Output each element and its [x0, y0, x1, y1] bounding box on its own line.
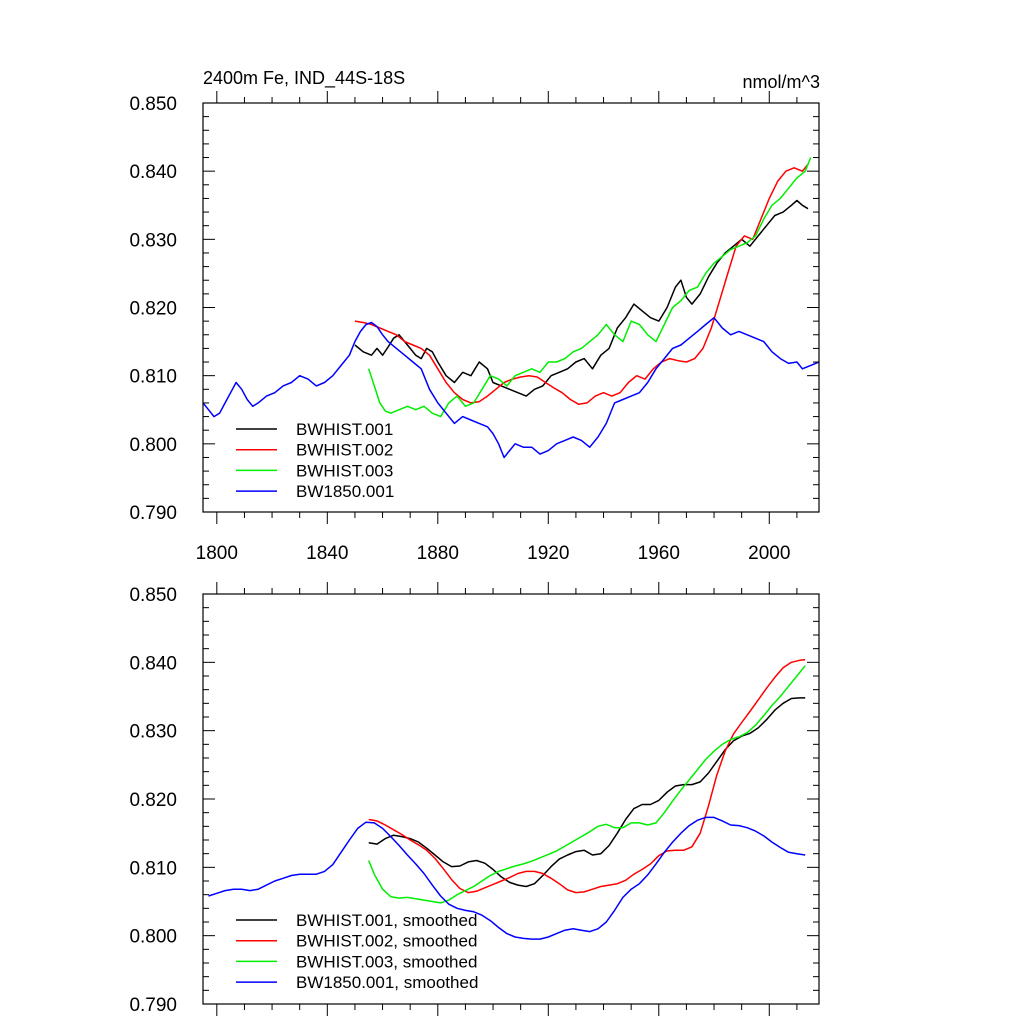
- legend-label-bw1850-001-smoothed: BW1850.001, smoothed: [296, 973, 478, 992]
- legend-label-bwhist-001: BWHIST.001: [296, 420, 393, 439]
- y-tick-label: 0.850: [129, 94, 177, 115]
- x-tick-label: 1920: [527, 543, 569, 564]
- x-tick-label: 1960: [638, 543, 680, 564]
- legend-label-bwhist-002-smoothed: BWHIST.002, smoothed: [296, 932, 477, 951]
- panel-raw-chart: 2400m Fe, IND_44S-18S nmol/m^3 BWHIST.00…: [129, 68, 820, 564]
- series-line-bwhist-001-smoothed: [368, 697, 806, 888]
- series-line-bwhist-002: [354, 163, 809, 406]
- x-tick-label: 1840: [306, 543, 348, 564]
- series-line-bw1850-001-smoothed: [208, 816, 806, 940]
- series-line-bwhist-001: [354, 199, 809, 397]
- y-tick-label: 0.850: [129, 585, 177, 606]
- series-line-bwhist-003: [367, 157, 812, 418]
- series-line-bwhist-003-smoothed: [368, 665, 806, 904]
- y-tick-label: 0.840: [129, 653, 177, 674]
- legend-label-bwhist-003-smoothed: BWHIST.003, smoothed: [296, 952, 477, 971]
- title-left: 2400m Fe, IND_44S-18S: [203, 68, 405, 89]
- y-tick-label: 0.820: [129, 790, 177, 811]
- legend-smoothed: BWHIST.001, smoothed BWHIST.002, smoothed…: [236, 911, 478, 992]
- y-tick-label: 0.830: [129, 230, 177, 251]
- y-tick-label: 0.800: [129, 435, 177, 456]
- series-line-bw1850-001: [202, 316, 820, 459]
- y-tick-label: 0.810: [129, 367, 177, 388]
- plot-frame-smoothed: [202, 593, 820, 1005]
- y-tick-label: 0.830: [129, 722, 177, 743]
- y-tick-label: 0.840: [129, 162, 177, 183]
- y-tick-label: 0.790: [129, 503, 177, 524]
- series-layer-smoothed: [208, 658, 806, 940]
- x-tick-label: 2000: [748, 543, 790, 564]
- y-tick-label: 0.800: [129, 927, 177, 948]
- legend-label-bwhist-001-smoothed: BWHIST.001, smoothed: [296, 911, 477, 930]
- series-line-bwhist-002-smoothed: [368, 658, 806, 894]
- x-tick-label: 1800: [196, 543, 238, 564]
- x-tick-label: 1880: [417, 543, 459, 564]
- y-tick-label: 0.790: [129, 995, 177, 1016]
- ticks-raw: 1800 1840 1880 1920 1960 2000 0.790 0.800 0.810 0…: [129, 91, 819, 564]
- plot-frame-raw: [202, 102, 820, 513]
- legend-label-bwhist-003: BWHIST.003: [296, 461, 393, 480]
- title-units: nmol/m^3: [743, 72, 820, 92]
- y-tick-label: 0.810: [129, 858, 177, 879]
- legend-label-bw1850-001: BW1850.001: [296, 482, 394, 501]
- legend-label-bwhist-002: BWHIST.002: [296, 441, 393, 460]
- panel-smoothed-chart: BWHIST.001, smoothed BWHIST.002, smoothed…: [129, 582, 820, 1016]
- ticks-smoothed: 0.790 0.800 0.810 0.820 0.830 0.840 0.850: [129, 582, 819, 1016]
- y-tick-label: 0.820: [129, 299, 177, 320]
- series-layer-raw: [202, 157, 820, 459]
